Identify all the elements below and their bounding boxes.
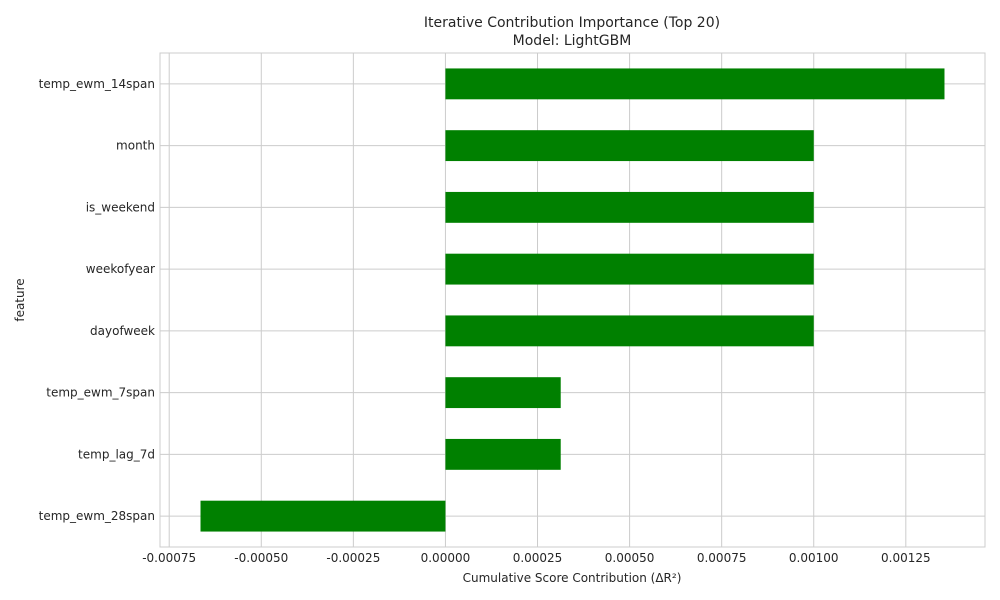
bar-temp_ewm_14span	[445, 68, 945, 100]
bar-temp_lag_7d	[445, 438, 561, 470]
y-axis-label: feature	[13, 278, 27, 321]
bar-temp_ewm_28span	[200, 500, 446, 532]
y-tick-label: dayofweek	[90, 324, 155, 338]
x-tick-label: -0.00025	[326, 551, 380, 565]
bars	[200, 68, 945, 532]
x-tick-label: -0.00075	[142, 551, 196, 565]
chart-subtitle: Model: LightGBM	[513, 33, 632, 49]
x-tick-label: 0.00000	[421, 551, 471, 565]
y-tick-label: temp_ewm_14span	[39, 77, 155, 91]
y-tick-label: month	[116, 139, 155, 153]
bar-dayofweek	[445, 315, 814, 347]
y-tick-label: temp_ewm_28span	[39, 509, 155, 523]
x-axis-label: Cumulative Score Contribution (ΔR²)	[463, 571, 682, 585]
chart-title: Iterative Contribution Importance (Top 2…	[424, 15, 720, 31]
y-tick-label: temp_ewm_7span	[46, 386, 155, 400]
y-tick-label: is_weekend	[86, 200, 155, 214]
x-tick-label: 0.00025	[513, 551, 563, 565]
y-tick-label: weekofyear	[86, 262, 155, 276]
grid	[160, 53, 985, 547]
y-tick-label: temp_lag_7d	[78, 447, 155, 461]
bar-temp_ewm_7span	[445, 377, 561, 409]
x-tick-label: 0.00075	[697, 551, 747, 565]
x-tick-label: 0.00050	[605, 551, 655, 565]
x-tick-label: 0.00100	[789, 551, 839, 565]
x-tick-labels: -0.00075 -0.00050 -0.00025 0.00000 0.00025 0.…	[142, 551, 930, 565]
x-tick-label: -0.00050	[234, 551, 288, 565]
bar-weekofyear	[445, 253, 814, 285]
plot-frame	[159, 52, 986, 548]
bar-is_weekend	[445, 191, 814, 223]
x-tick-label: 0.00125	[881, 551, 931, 565]
bar-month	[445, 130, 814, 162]
